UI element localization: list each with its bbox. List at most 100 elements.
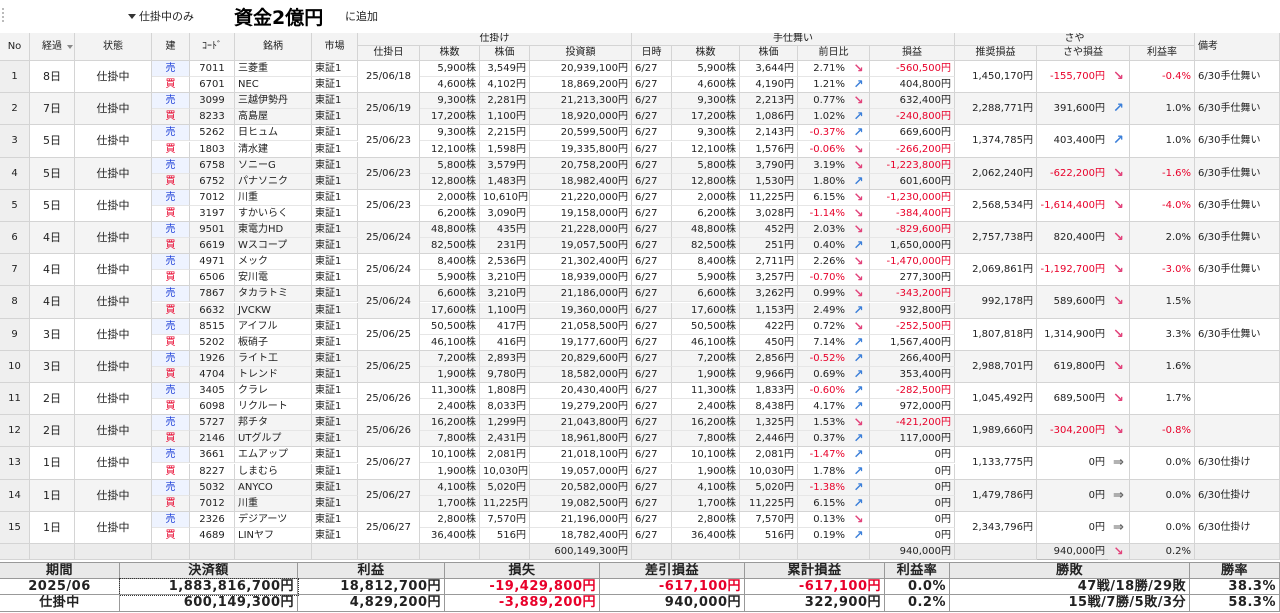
cell-code: 3197 [190,205,235,222]
cell-spread-pnl: 1,314,900円 [1037,318,1108,351]
cell-side: 買 [152,527,190,544]
cell-market: 東証1 [312,334,358,351]
cell-shares: 10,100株 [420,447,480,464]
cell-side: 買 [152,173,190,190]
column-header: No [0,33,30,61]
summary-header: 勝率 [1190,562,1280,579]
cell-change: -0.37% [798,125,848,142]
cell-pnl: -560,500円 [870,61,955,78]
cell-exit-shares: 16,200株 [672,415,740,432]
cell-name: アイフル [235,318,312,335]
cell-shares: 6,200株 [420,205,480,222]
cell-shares: 4,600株 [420,77,480,94]
cell-entry-date: 25/06/25 [358,318,420,351]
cell-name: エムアップ [235,447,312,464]
cell-note: 6/30手仕舞い [1195,157,1280,190]
cell-exit-price: 1,086円 [740,109,798,126]
cell-change: 2.03% [798,222,848,239]
cell-side: 売 [152,318,190,335]
cell-exit-price: 4,190円 [740,77,798,94]
cell-shares: 5,900株 [420,61,480,78]
cell-side: 買 [152,238,190,255]
total-spread-trend: ↘ [1108,544,1130,560]
filter-dropdown[interactable]: 仕掛中のみ [139,10,194,23]
summary-cell: -617,100円 [600,578,745,595]
cell-date: 6/27 [632,141,672,158]
cell-exit-shares: 2,000株 [672,189,740,206]
cell-change: 0.77% [798,93,848,110]
total-cell [672,544,740,560]
cell-spread-pnl: 0円 [1037,447,1108,480]
cell-name: 川重 [235,495,312,512]
cell-date: 6/27 [632,270,672,287]
cell-exit-shares: 1,900株 [672,463,740,480]
summary-cell: 0.0% [885,578,950,595]
cell-price: 516円 [480,527,530,544]
cell-side: 売 [152,447,190,464]
cell-exit-shares: 7,200株 [672,350,740,367]
cell-market: 東証1 [312,238,358,255]
cell-price: 1,808円 [480,383,530,400]
cell-no: 1 [0,61,30,94]
column-header: さや損益 [1037,46,1130,61]
cell-rate: 1.5% [1130,286,1195,319]
cell-note [1195,350,1280,383]
cell-price: 1,483円 [480,173,530,190]
cell-elapsed: 2日 [30,383,75,416]
cell-side: 売 [152,254,190,271]
summary-cell: 0.2% [885,595,950,612]
cell-pnl: -1,230,000円 [870,189,955,206]
cell-exit-price: 3,257円 [740,270,798,287]
cell-pnl: 266,400円 [870,350,955,367]
cell-code: 1926 [190,350,235,367]
cell-elapsed: 5日 [30,189,75,222]
cell-note [1195,415,1280,448]
cell-market: 東証1 [312,157,358,174]
cell-price: 4,102円 [480,77,530,94]
cell-side: 売 [152,479,190,496]
cell-no: 12 [0,415,30,448]
cell-code: 8233 [190,109,235,126]
cell-elapsed: 4日 [30,286,75,319]
spread-trend: ↘ [1108,383,1130,416]
column-header: 銘柄 [235,33,312,61]
cell-amount: 20,829,600円 [530,350,632,367]
cell-no: 2 [0,93,30,126]
cell-exit-price: 3,790円 [740,157,798,174]
cell-name: ANYCO [235,479,312,496]
cell-spread-pnl: -1,192,700円 [1037,254,1108,287]
cell-side: 売 [152,125,190,142]
total-cell [235,544,312,560]
cell-exit-shares: 5,900株 [672,61,740,78]
cell-status: 仕掛中 [75,222,152,255]
cell-change: 3.19% [798,157,848,174]
cell-code: 8515 [190,318,235,335]
cell-market: 東証1 [312,205,358,222]
cell-exit-price: 3,644円 [740,61,798,78]
cell-no: 13 [0,447,30,480]
dropdown-icon[interactable] [128,14,136,19]
cell-date: 6/27 [632,61,672,78]
cell-name: 板硝子 [235,334,312,351]
cell-elapsed: 5日 [30,157,75,190]
cell-shares: 1,700株 [420,495,480,512]
change-trend: ↘ [848,415,870,432]
cell-change: 1.78% [798,463,848,480]
summary-cell: 15戦/7勝/5敗/3分 [950,595,1190,612]
cell-exit-price: 11,225円 [740,495,798,512]
change-trend: ↘ [848,141,870,158]
cell-rate: 0.0% [1130,447,1195,480]
cell-name: 日ヒュム [235,125,312,142]
change-trend: ↗ [848,447,870,464]
cell-amount: 19,158,000円 [530,205,632,222]
summary-header: 期間 [0,562,120,579]
cell-pnl: 353,400円 [870,366,955,383]
cell-note: 6/30手仕舞い [1195,254,1280,287]
grip [2,8,8,22]
cell-pnl: -240,800円 [870,109,955,126]
cell-side: 売 [152,350,190,367]
cell-code: 2146 [190,431,235,448]
cell-code: 5202 [190,334,235,351]
cell-name: LINヤフ [235,527,312,544]
cell-side: 買 [152,205,190,222]
